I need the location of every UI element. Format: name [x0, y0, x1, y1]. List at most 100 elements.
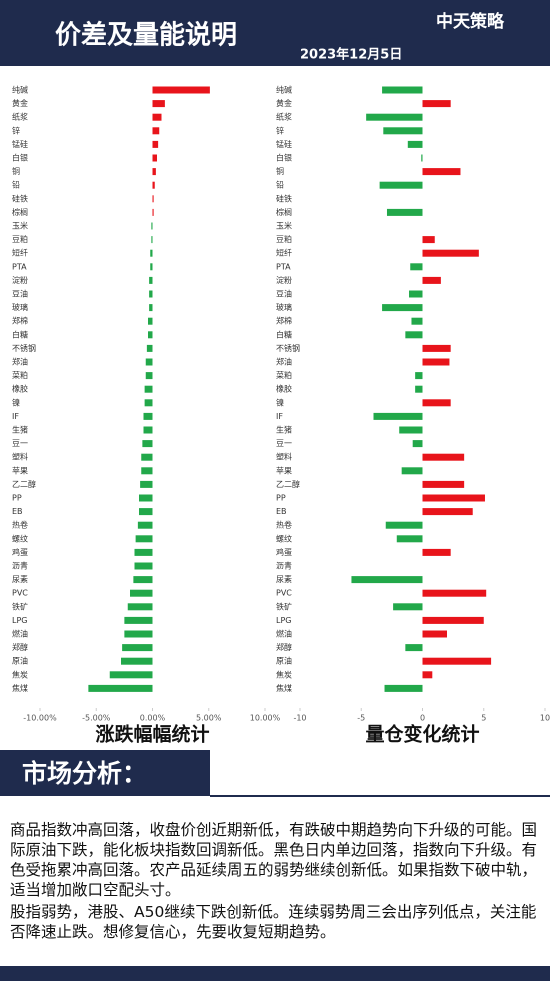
- y-tick-label: 黄金: [12, 98, 28, 108]
- x-tick-label: -10.00%: [23, 714, 57, 723]
- y-tick-label: 生猪: [12, 425, 28, 435]
- y-tick-label: 豆粕: [276, 234, 292, 244]
- y-tick-label: 热卷: [276, 520, 292, 530]
- bar: [152, 113, 162, 121]
- bar: [144, 399, 153, 407]
- bar: [152, 100, 165, 108]
- bar: [399, 426, 423, 434]
- y-tick-label: 鸡蛋: [276, 547, 292, 557]
- bar: [384, 684, 423, 692]
- y-tick-label: 铜: [12, 166, 20, 176]
- y-tick-label: 豆油: [276, 289, 292, 299]
- bar: [409, 290, 423, 298]
- y-tick-label: 沥青: [276, 561, 292, 571]
- bar: [422, 589, 487, 597]
- header-band: [0, 0, 550, 66]
- bar: [401, 467, 423, 475]
- bar: [141, 467, 153, 475]
- y-tick-label: 豆粕: [12, 234, 28, 244]
- paragraph: 股指弱势，港股、A50继续下跌创新低。连续弱势周三会出序列低点，关注能否降速止跌…: [10, 903, 537, 941]
- y-tick-label: 生猪: [276, 425, 292, 435]
- bar: [152, 154, 157, 162]
- y-tick-label: 焦煤: [12, 683, 28, 693]
- y-tick-label: 玻璃: [12, 302, 28, 312]
- x-tick-label: 0: [420, 714, 425, 723]
- y-tick-label: PP: [12, 494, 22, 503]
- bar: [137, 521, 153, 529]
- bar: [422, 671, 433, 679]
- y-tick-label: PVC: [276, 589, 292, 598]
- y-tick-label: 黄金: [276, 98, 292, 108]
- bar: [148, 331, 153, 339]
- y-tick-label: EB: [12, 507, 23, 516]
- x-tick-label: -5: [357, 714, 365, 723]
- bar: [121, 657, 153, 665]
- y-tick-label: 燃油: [12, 629, 28, 639]
- y-tick-label: EB: [276, 507, 287, 516]
- y-tick-label: 不锈钢: [12, 343, 36, 353]
- y-tick-label: 锌: [276, 125, 284, 135]
- y-tick-label: LPG: [12, 616, 27, 625]
- y-tick-label: 郑醇: [12, 642, 28, 652]
- bar: [144, 385, 153, 393]
- bar: [150, 249, 153, 257]
- bar: [124, 630, 153, 638]
- bar: [422, 616, 484, 624]
- bar: [151, 236, 153, 244]
- y-tick-label: 白糖: [276, 329, 292, 339]
- bar: [152, 208, 154, 216]
- bar: [139, 508, 153, 516]
- y-tick-label: 乙二醇: [12, 479, 36, 489]
- bar: [150, 263, 153, 271]
- y-tick-label: 豆油: [12, 289, 28, 299]
- y-tick-label: 苹果: [276, 465, 292, 475]
- logo: 中天策略: [436, 11, 505, 32]
- bar: [143, 412, 153, 420]
- header-title: 价差及量能说明: [55, 20, 237, 51]
- bar: [422, 630, 447, 638]
- footer-band: [0, 966, 550, 981]
- y-tick-label: 白银: [276, 153, 292, 163]
- y-tick-label: 铁矿: [276, 601, 292, 611]
- y-tick-label: 尿素: [276, 574, 292, 584]
- y-tick-label: 螺纹: [12, 533, 28, 543]
- bar: [139, 494, 153, 502]
- bar: [135, 535, 153, 543]
- bar: [152, 168, 156, 176]
- y-tick-label: 铅: [276, 180, 284, 190]
- bar: [422, 399, 451, 407]
- bar: [146, 344, 153, 352]
- y-tick-label: PTA: [12, 262, 27, 271]
- bar: [393, 603, 423, 611]
- bar: [385, 521, 423, 529]
- y-tick-label: 豆一: [276, 439, 292, 448]
- y-tick-label: 乙二醇: [276, 479, 300, 489]
- bar: [141, 453, 153, 461]
- chart-subtitle: 量仓变化统计: [365, 723, 479, 746]
- y-tick-label: 热卷: [12, 520, 28, 530]
- bar: [152, 127, 160, 135]
- y-tick-label: 不锈钢: [276, 343, 300, 353]
- y-tick-label: 铁矿: [12, 601, 28, 611]
- y-tick-label: 菜粕: [276, 370, 292, 380]
- y-tick-label: 郑醇: [276, 642, 292, 652]
- chart-subtitle: 涨跌幅幅统计: [95, 723, 209, 746]
- bar: [127, 603, 153, 611]
- bar: [422, 453, 465, 461]
- y-tick-label: 短纤: [276, 248, 292, 258]
- bar: [145, 358, 153, 366]
- y-tick-label: 镍: [12, 397, 20, 407]
- bar: [143, 426, 153, 434]
- y-tick-label: 郑棉: [12, 316, 28, 326]
- y-tick-label: PVC: [12, 589, 28, 598]
- y-tick-label: 淀粉: [276, 275, 292, 285]
- paragraph: 商品指数冲高回落，收盘价创近期新低，有跌破中期趋势向下升级的可能。国际原油下跌，…: [10, 821, 538, 899]
- section-heading: 市场分析：: [22, 759, 147, 788]
- bar: [351, 576, 423, 584]
- bar: [145, 372, 153, 380]
- y-tick-label: IF: [12, 412, 19, 421]
- bar: [124, 616, 153, 624]
- x-tick-label: 5.00%: [196, 714, 222, 723]
- y-tick-label: 郑油: [276, 357, 292, 367]
